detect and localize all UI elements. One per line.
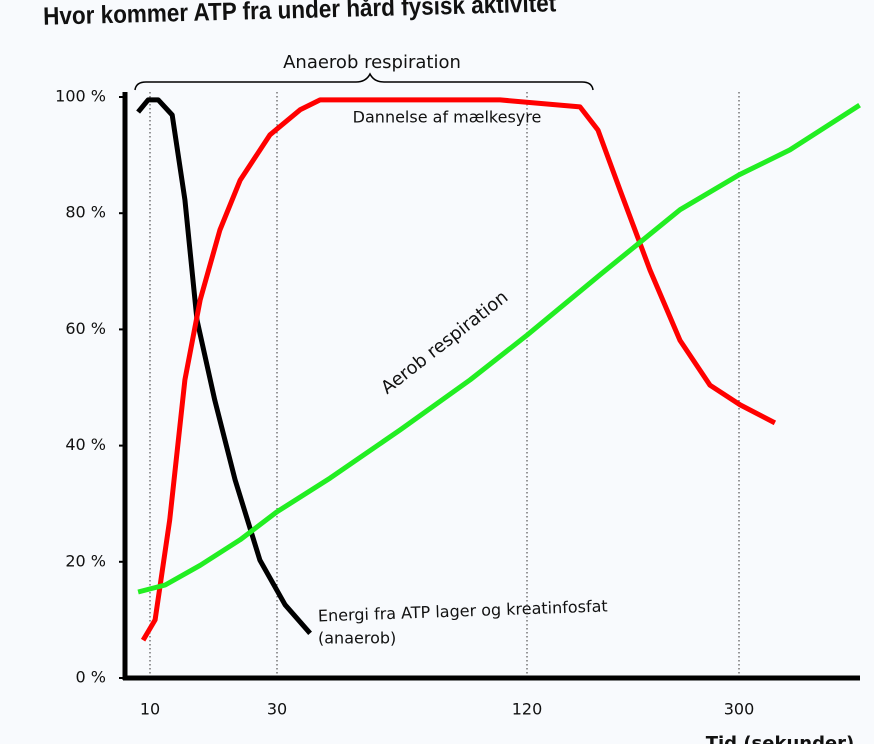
- annotation: (anaerob): [318, 629, 396, 648]
- y-tick-label: 40 %: [65, 435, 106, 454]
- x-axis-label: Tid (sekunder): [706, 733, 855, 744]
- brace: [134, 72, 594, 91]
- y-tick-label: 20 %: [65, 551, 106, 570]
- line: [140, 97, 777, 642]
- y-tick-label: 0 %: [76, 668, 106, 687]
- x-tick-label: 10: [140, 700, 160, 719]
- annotation: Anaerob respiration: [283, 52, 461, 73]
- annotation: Dannelse af mælkesyre: [353, 108, 542, 127]
- x-tick-label: 120: [512, 700, 543, 719]
- y-tick-label: 60 %: [65, 319, 106, 338]
- x-tick-label: 300: [724, 700, 755, 719]
- x-tick-label: 30: [267, 700, 287, 719]
- y-tick-label: 80 %: [65, 203, 106, 222]
- line: [137, 102, 861, 595]
- y-tick-label: 100 %: [55, 87, 106, 106]
